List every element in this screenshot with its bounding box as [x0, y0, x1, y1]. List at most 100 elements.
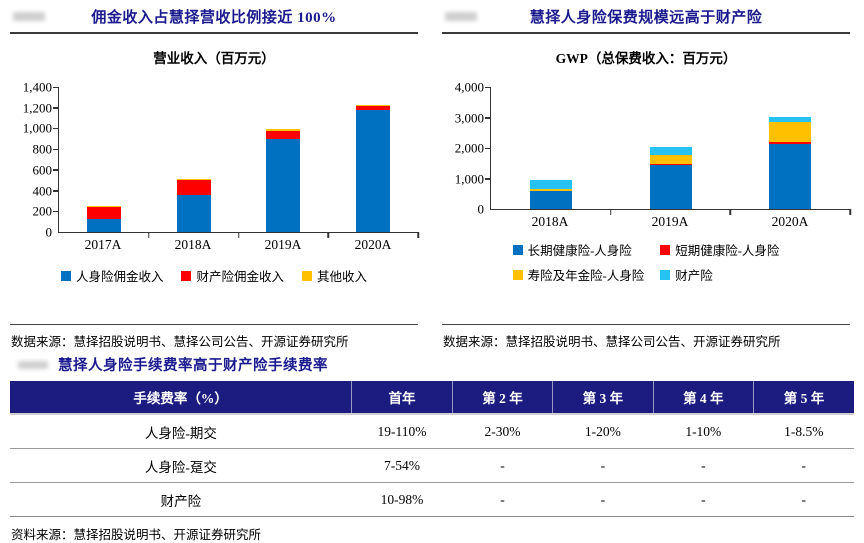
category-label: 2017A [84, 237, 122, 252]
panel-revenue-header: 佣金收入占慧择营收比例接近 100% [10, 6, 418, 34]
row-label: 财产险 [10, 482, 352, 517]
bar-segment [86, 205, 121, 207]
row-label: 人身险-趸交 [10, 448, 352, 483]
bar-segment [769, 143, 812, 209]
y-axis-tick [485, 147, 491, 149]
bar-segment [266, 129, 301, 131]
cell: 1-8.5% [753, 414, 854, 449]
cell: 1-20% [552, 414, 654, 449]
bar-segment [529, 191, 572, 209]
bar-segment [529, 189, 572, 191]
y-axis-tick-label: 1,000 [454, 171, 484, 186]
revenue-chart-title: 营业收入（百万元） [153, 51, 275, 66]
bar-segment [356, 105, 391, 111]
panel-gwp-title: 慧择人身险保费规模远高于财产险 [529, 10, 763, 26]
y-axis-tick-label: 1,400 [22, 79, 52, 95]
legend-label: 财产险 [675, 269, 713, 283]
y-axis-tick [53, 169, 59, 171]
legend-swatch-icon [660, 269, 671, 280]
column-header: 第 4 年 [653, 381, 755, 414]
cell: - [753, 448, 854, 483]
cell: - [552, 448, 654, 483]
stacked-bar-2020A [356, 105, 391, 232]
x-axis-tick [327, 232, 329, 238]
y-axis-tick-label: 0 [45, 224, 53, 240]
legend-label: 人身险佣金收入 [75, 270, 164, 284]
category-label: 2018A [174, 237, 212, 252]
bar-segment [356, 105, 391, 106]
legend-item: 寿险及年金险-人身险 [512, 265, 644, 284]
gwp-chart: 0 1,000 2,000 3,000 4,000 2018A 2019A 2020A 长期… [442, 67, 851, 284]
table-row: 人身险-趸交 7-54% - - - - [10, 448, 854, 483]
cell: 19-110% [351, 414, 453, 449]
legend-swatch-icon [660, 244, 671, 255]
y-axis-tick-label: 600 [32, 162, 53, 178]
category-label: 2019A [264, 237, 302, 252]
column-header: 第 2 年 [452, 381, 554, 414]
figure-row: 佣金收入占慧择营收比例接近 100% 营业收入（百万元） 0 200 400 600 8… [0, 0, 851, 350]
column-header: 第 5 年 [753, 381, 854, 414]
y-axis-tick [53, 210, 59, 213]
bar-segment [769, 142, 812, 144]
stacked-bar-2018A [176, 179, 211, 232]
legend-item: 人身险佣金收入 [60, 266, 164, 285]
revenue-chart: 0 200 400 600 800 1,000 1,200 1,400 2017A 2018A 2… [10, 67, 419, 285]
y-axis-tick-label: 3,000 [454, 110, 484, 125]
column-header: 第 3 年 [552, 381, 654, 414]
legend-item: 长期健康险-人身险 [512, 240, 645, 259]
x-axis-tick [849, 209, 851, 215]
y-axis-tick [485, 86, 491, 88]
cell: - [753, 482, 854, 517]
gwp-chart-title: GWP（总保费收入：百万元） [555, 51, 737, 66]
gwp-plot-area [485, 86, 851, 215]
panel-gwp-header: 慧择人身险保费规模远高于财产险 [442, 6, 850, 34]
bar-segment [86, 206, 121, 219]
revenue-source: 数据来源：慧择招股说明书、慧择公司公告、开源证券研究所 [10, 324, 418, 350]
y-axis-tick-label: 200 [32, 203, 53, 219]
category-label: 2018A [531, 214, 569, 229]
bar-segment [769, 121, 812, 143]
x-axis-tick [237, 232, 240, 238]
y-axis-tick-label: 1,200 [22, 100, 52, 116]
bar-segment [649, 164, 692, 166]
column-header: 手续费率（%） [10, 381, 353, 414]
bar-segment [356, 110, 391, 232]
fee-rate-table: 手续费率（%） 首年 第 2 年 第 3 年 第 4 年 第 5 年 人身险-期… [10, 381, 854, 517]
row-label: 人身险-期交 [10, 414, 352, 449]
stacked-bar-2018A [529, 180, 572, 209]
legend-item: 其他收入 [302, 266, 367, 285]
cell: - [552, 482, 654, 517]
bar-segment [86, 218, 121, 232]
bar-segment [649, 165, 692, 209]
legend-item: 短期健康险-人身险 [660, 240, 779, 259]
cell: - [653, 448, 754, 483]
y-axis-tick-label: 1,000 [22, 120, 52, 136]
panel-revenue-title: 佣金收入占慧择营收比例接近 100% [91, 10, 337, 26]
legend-label: 长期健康险-人身险 [527, 244, 632, 258]
category-label: 2019A [651, 214, 689, 229]
cell: 10-98% [351, 482, 453, 517]
revenue-source-text: 数据来源：慧择招股说明书、慧择公司公告、开源证券研究所 [11, 335, 349, 349]
stacked-bar-2017A [86, 205, 121, 232]
bar-segment [529, 190, 572, 192]
fee-rate-table-title: 慧择人身险手续费率高于财产险手续费率 [58, 358, 328, 374]
table-row: 人身险-期交 19-110% 2-30% 1-20% 1-10% 1-8.5% [10, 414, 854, 449]
bar-segment [649, 154, 692, 165]
column-header: 首年 [351, 381, 453, 414]
revenue-legend: 人身险佣金收入 财产险佣金收入 其他收入 [10, 266, 418, 285]
stacked-bar-2020A [769, 116, 812, 209]
faded-figure-label [445, 12, 477, 21]
x-axis-tick [148, 232, 150, 238]
cell: 7-54% [351, 448, 453, 483]
legend-swatch-icon [512, 269, 523, 280]
gwp-x-axis: 2018A 2019A 2020A [490, 214, 850, 230]
table-row: 财产险 10-98% - - - - [10, 482, 854, 517]
legend-swatch-icon [181, 270, 192, 281]
revenue-plot-area [53, 86, 419, 238]
x-axis-tick [729, 209, 732, 215]
revenue-x-axis: 2017A 2018A 2019A 2020A [58, 237, 418, 253]
gwp-source: 数据来源：慧择招股说明书、慧择公司公告、开源证券研究所 [442, 324, 850, 350]
faded-figure-label [18, 361, 48, 369]
panel-revenue: 佣金收入占慧择营收比例接近 100% 营业收入（百万元） 0 200 400 600 8… [0, 0, 432, 350]
y-axis-tick-label: 4,000 [454, 79, 484, 95]
